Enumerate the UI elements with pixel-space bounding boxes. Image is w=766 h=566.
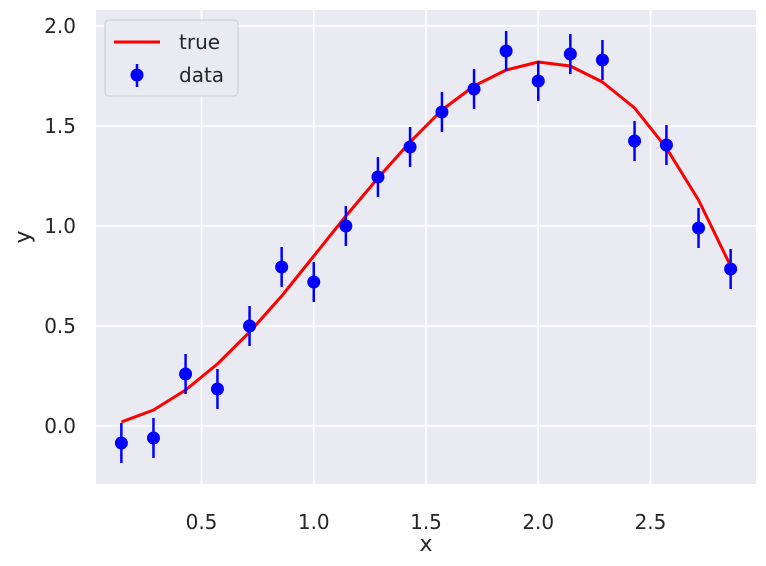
data-point (563, 47, 577, 61)
data-point (371, 170, 385, 184)
y-axis-label: y (11, 230, 36, 243)
y-tick-label: 1.0 (44, 214, 76, 238)
true-curve (120, 60, 732, 424)
data-point (210, 382, 224, 396)
legend-true-label: true (179, 30, 220, 54)
y-tick-label: 0.0 (44, 414, 76, 438)
x-tick-label: 2.5 (635, 510, 667, 534)
series-layer (114, 31, 738, 463)
gridlines (96, 10, 756, 484)
legend: true data (104, 19, 239, 97)
legend-data-marker (130, 68, 144, 82)
x-tick-label: 1.5 (410, 510, 442, 534)
x-tick-label: 2.0 (522, 510, 554, 534)
data-point (724, 262, 738, 276)
data-point (659, 138, 673, 152)
data-point (435, 105, 449, 119)
x-tick-label: 1.0 (298, 510, 330, 534)
y-tick-label: 0.5 (44, 314, 76, 338)
tick-labels: 0.5 1.0 1.5 2.0 2.5 0.0 0.5 1.0 1.5 2.0 (44, 14, 666, 534)
data-point (243, 319, 257, 333)
data-point (628, 134, 642, 148)
data-point (403, 140, 417, 154)
data-point (307, 275, 321, 289)
data-point (179, 367, 193, 381)
data-point (275, 260, 289, 274)
legend-data-label: data (179, 63, 224, 87)
data-point (467, 82, 481, 96)
y-tick-label: 2.0 (44, 14, 76, 38)
data-point (499, 44, 513, 58)
data-point (531, 74, 545, 88)
data-point (114, 436, 128, 450)
data-point (595, 53, 609, 67)
x-tick-label: 0.5 (186, 510, 218, 534)
data-point (146, 431, 160, 445)
x-axis-label: x (419, 532, 432, 557)
data-point (339, 219, 353, 233)
y-tick-label: 1.5 (44, 114, 76, 138)
data-point (692, 221, 706, 235)
